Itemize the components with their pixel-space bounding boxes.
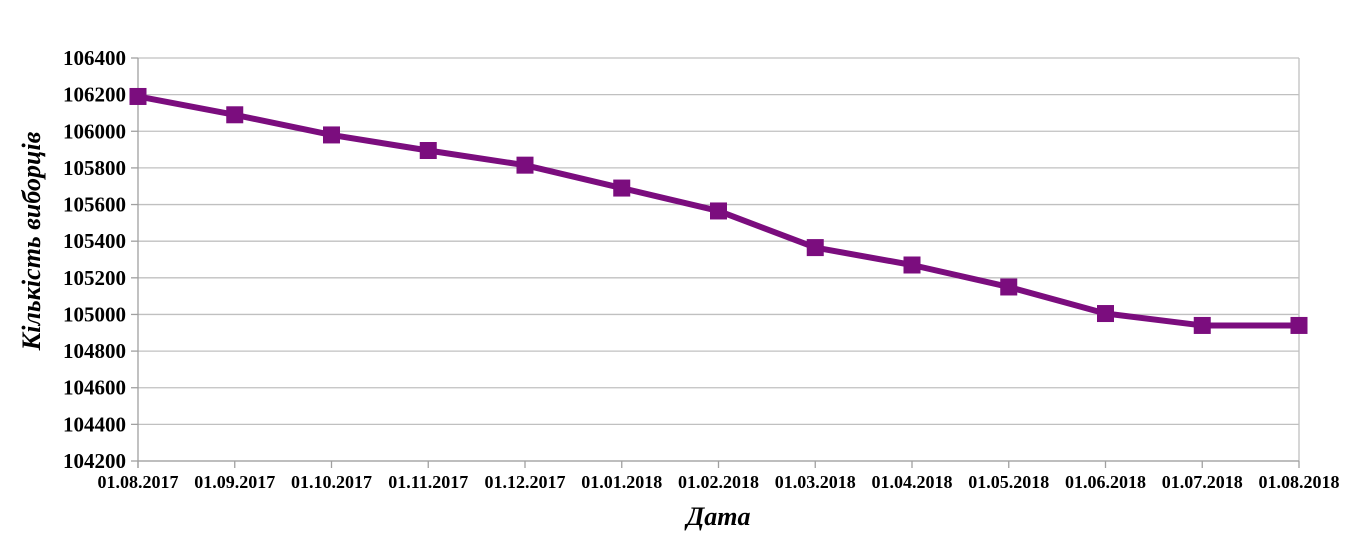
x-tick-label: 01.06.2018 — [1065, 472, 1146, 492]
x-tick-label: 01.11.2017 — [388, 472, 468, 492]
y-tick-label: 105800 — [63, 156, 126, 180]
x-tick-label: 01.08.2018 — [1259, 472, 1340, 492]
x-tick-label: 01.05.2018 — [968, 472, 1049, 492]
y-tick-label: 105400 — [63, 229, 126, 253]
x-tick-label: 01.04.2018 — [872, 472, 953, 492]
x-tick-label: 01.07.2018 — [1162, 472, 1243, 492]
data-point-marker — [226, 106, 244, 124]
data-point-marker — [1097, 305, 1114, 323]
data-point-marker — [516, 156, 534, 174]
data-point-marker — [1290, 316, 1308, 334]
y-tick-label: 104400 — [63, 412, 126, 436]
x-tick-label: 01.12.2017 — [485, 472, 566, 492]
y-axis-title: Кількість виборців — [17, 131, 46, 351]
data-point-marker — [129, 87, 147, 105]
x-tick-label: 01.03.2018 — [775, 472, 856, 492]
x-tick-label: 01.09.2017 — [194, 472, 275, 492]
data-point-marker — [1000, 278, 1018, 296]
y-tick-label: 105600 — [63, 193, 126, 217]
y-tick-label: 104600 — [63, 376, 126, 400]
data-point-marker — [903, 256, 921, 274]
data-point-marker — [806, 239, 824, 257]
y-tick-label: 106000 — [63, 119, 126, 143]
x-tick-label: 01.10.2017 — [291, 472, 372, 492]
data-point-marker — [419, 142, 437, 160]
y-tick-label: 105200 — [63, 266, 126, 290]
y-tick-label: 106200 — [63, 83, 126, 107]
y-tick-label: 104800 — [63, 339, 126, 363]
y-tick-label: 104200 — [63, 449, 126, 473]
x-tick-label: 01.01.2018 — [581, 472, 662, 492]
data-point-marker — [323, 126, 340, 144]
x-axis-title: Дата — [686, 502, 751, 531]
x-tick-label: 01.02.2018 — [678, 472, 759, 492]
data-point-marker — [613, 179, 631, 197]
y-tick-label: 105000 — [63, 302, 126, 326]
x-tick-label: 01.08.2017 — [98, 472, 179, 492]
data-point-marker — [1193, 316, 1211, 334]
data-point-marker — [710, 202, 727, 220]
y-tick-label: 106400 — [63, 46, 126, 70]
